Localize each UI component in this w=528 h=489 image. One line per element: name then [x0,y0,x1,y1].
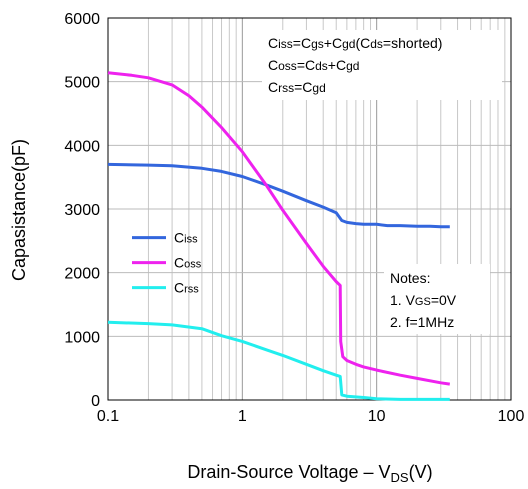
x-axis-label: Drain-Source Voltage – VDS(V) [187,462,432,485]
notes-line: 2. f=1MHz [390,314,454,330]
x-axis-label-sub: DS [391,470,409,485]
series-lines [107,71,451,401]
formula-line: Crss=Cgd [268,79,326,95]
x-tick-label: 10 [368,408,386,425]
notes-box [384,264,490,334]
notes-annotation: Notes: 1. VGS=0V 2. f=1MHz [384,264,490,334]
formula-line: Ciss=Cgs+Cgd(Cds=shorted) [268,35,442,51]
y-tick-label: 3000 [64,202,100,219]
x-tick-label: 1 [238,408,247,425]
plot-frame [107,17,512,401]
y-tick-label: 4000 [64,138,100,155]
y-tick-label: 0 [91,393,100,410]
y-tick-label: 2000 [64,266,100,283]
x-tick-label: 0.1 [97,408,119,425]
y-tick-label: 1000 [64,329,100,346]
notes-line: 1. VGS=0V [390,292,457,308]
notes-title: Notes: [390,270,430,286]
x-tick-label: 100 [498,408,525,425]
x-axis-label-unit: (V) [409,462,433,482]
legend-label-coss: Coss [174,255,202,271]
series-line-ciss [107,162,450,229]
legend-label-crss: Crss [174,280,199,296]
y-tick-label: 6000 [64,11,100,28]
formula-box [262,30,502,100]
legend-label-ciss: Ciss [174,230,198,246]
y-tick-label: 5000 [64,75,100,92]
y-axis-label: Capasistance(pF) [9,139,29,281]
formula-annotation: Ciss=Cgs+Cgd(Cds=shorted) Coss=Cds+Cgd Crs… [262,30,502,100]
x-axis-label-main: Drain-Source Voltage – V [187,462,390,482]
series-line-crss [107,320,450,401]
formula-line: Coss=Cds+Cgd [268,57,359,73]
series-line-coss [107,71,451,386]
legend: Ciss Coss Crss [132,230,202,296]
